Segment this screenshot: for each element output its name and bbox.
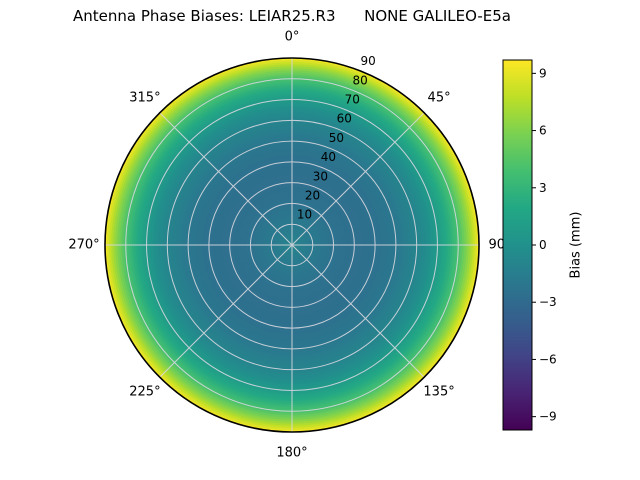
- angular-gridline: [291, 112, 425, 246]
- colorbar-tick-label: 3: [539, 181, 547, 195]
- angular-tick-label: 180°: [276, 446, 307, 461]
- angular-gridline: [291, 244, 425, 378]
- radial-tick-label: 10: [297, 208, 312, 222]
- radial-tick-label: 50: [329, 131, 344, 145]
- angular-tick-label: 270°: [68, 238, 99, 253]
- colorbar-tick-label: 0: [539, 238, 547, 252]
- angular-tick-label: 135°: [423, 385, 454, 400]
- polar-grid: [105, 58, 479, 432]
- radial-tick-label: 70: [345, 93, 360, 107]
- colorbar-tick-label: 9: [539, 66, 547, 80]
- radial-tick-label: 40: [321, 150, 336, 164]
- angular-tick-label: 0°: [285, 30, 300, 45]
- angular-tick-label: 45°: [428, 90, 451, 105]
- colorbar-ticks: 9 6 3 0 −3 −6 −9: [532, 66, 557, 424]
- polar-outline: [104, 57, 480, 433]
- angular-gridline: [159, 112, 293, 246]
- angular-gridline: [159, 244, 293, 378]
- angular-tick-labels: 0°45°90°135°180°225°270°315°: [68, 30, 511, 461]
- radial-tick-label: 80: [353, 73, 368, 87]
- radial-tick-labels: 10 20 30 40 50 60 70 80 90: [297, 54, 376, 222]
- colorbar: [502, 59, 533, 431]
- radial-tick-label: 20: [305, 189, 320, 203]
- radial-tick-label: 30: [313, 169, 328, 183]
- radial-tick-label: 90: [361, 54, 376, 68]
- angular-tick-label: 315°: [129, 90, 160, 105]
- chart-title: Antenna Phase Biases: LEIAR25.R3 NONE GA…: [73, 7, 511, 25]
- angular-tick-label: 225°: [129, 385, 160, 400]
- colorbar-label: Bias (mm): [569, 212, 584, 279]
- colorbar-tick-label: −9: [539, 410, 557, 424]
- colorbar-tick-label: −6: [539, 352, 557, 366]
- radial-tick-label: 60: [337, 112, 352, 126]
- colorbar-tick-label: −3: [539, 295, 557, 309]
- colorbar-tick-label: 6: [539, 124, 547, 138]
